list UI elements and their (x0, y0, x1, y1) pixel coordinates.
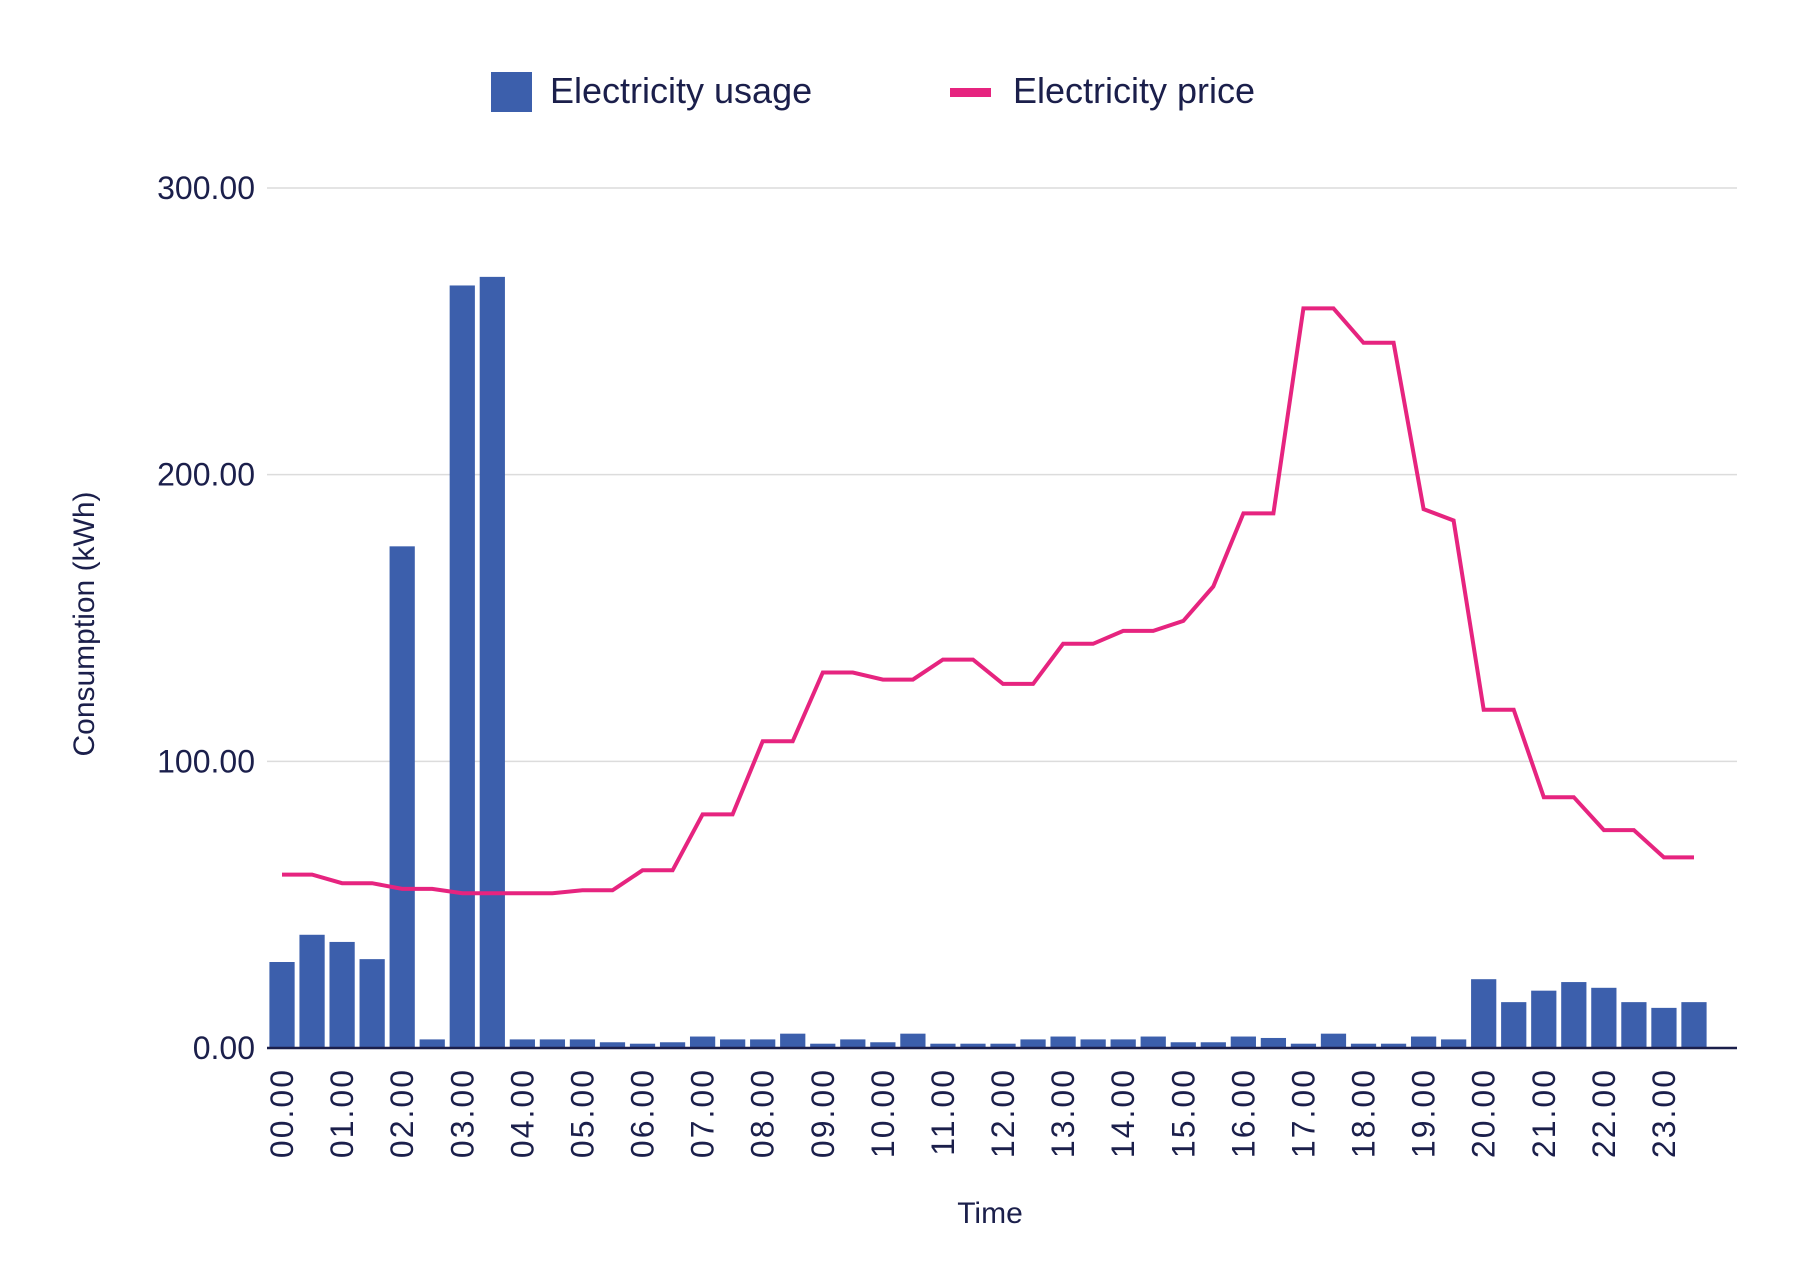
usage-bar (569, 1039, 596, 1048)
x-tick-label: 13.00 (1045, 1068, 1081, 1158)
x-tick-label: 23.00 (1646, 1068, 1682, 1158)
usage-bar (629, 1043, 656, 1048)
usage-bar (1230, 1036, 1256, 1048)
x-tick-labels: 00.00 01.00 02.00 03.00 04.00 05.00 06.00 07.00… (264, 1068, 1682, 1158)
usage-bars (269, 276, 1707, 1048)
y-tick-label: 100.00 (157, 743, 255, 779)
usage-bar (1561, 982, 1587, 1048)
usage-bar (1410, 1036, 1437, 1048)
y-tick-label: 200.00 (157, 457, 255, 493)
legend-label-price: Electricity price (1013, 70, 1255, 111)
usage-bar (1531, 990, 1557, 1048)
usage-bar (960, 1043, 986, 1048)
usage-bar (599, 1042, 626, 1048)
legend-swatch-usage (491, 72, 532, 112)
x-tick-label: 22.00 (1586, 1068, 1622, 1158)
usage-bar (870, 1042, 896, 1048)
usage-bar (299, 934, 325, 1048)
usage-bar (1020, 1039, 1046, 1048)
usage-bar (659, 1042, 686, 1048)
usage-bar (389, 546, 415, 1048)
usage-bar (1050, 1036, 1076, 1048)
usage-bar (539, 1039, 566, 1048)
usage-bar (1170, 1042, 1196, 1048)
usage-bar (1591, 987, 1617, 1048)
usage-bar (689, 1036, 716, 1048)
x-tick-label: 15.00 (1165, 1068, 1201, 1158)
x-tick-label: 05.00 (564, 1068, 600, 1158)
y-tick-label: 300.00 (157, 170, 255, 206)
price-line (282, 306, 1694, 896)
usage-bar (1290, 1043, 1317, 1048)
x-tick-label: 08.00 (745, 1068, 781, 1158)
legend-label-usage: Electricity usage (550, 70, 812, 111)
usage-bar (1200, 1042, 1226, 1048)
usage-bar (1621, 1002, 1647, 1048)
usage-bar (479, 276, 505, 1048)
usage-bar (449, 285, 475, 1048)
x-tick-label: 14.00 (1105, 1068, 1141, 1158)
y-tick-labels: 0.00 100.00 200.00 300.00 (157, 170, 255, 1066)
usage-bar (1501, 1002, 1527, 1048)
gridlines (267, 187, 1737, 763)
x-tick-label: 16.00 (1225, 1068, 1261, 1158)
usage-bar (1681, 1002, 1707, 1048)
x-tick-label: 07.00 (685, 1068, 721, 1158)
usage-bar (269, 962, 295, 1048)
usage-bar (1080, 1039, 1106, 1048)
usage-bar (1471, 979, 1497, 1048)
usage-bar (930, 1043, 956, 1048)
usage-bar (509, 1039, 535, 1048)
x-tick-label: 21.00 (1526, 1068, 1562, 1158)
usage-bar (1140, 1036, 1166, 1048)
usage-bar (1320, 1033, 1347, 1048)
y-tick-label: 0.00 (193, 1030, 255, 1066)
x-tick-label: 04.00 (504, 1068, 540, 1158)
y-axis-label: Consumption (kWh) (68, 491, 101, 756)
legend: Electricity usage Electricity price (491, 70, 1255, 112)
usage-bar (1651, 1007, 1677, 1048)
x-tick-label: 02.00 (384, 1068, 420, 1158)
x-tick-label: 09.00 (805, 1068, 841, 1158)
x-tick-label: 12.00 (985, 1068, 1021, 1158)
usage-bar (1260, 1037, 1287, 1048)
usage-bar (840, 1039, 866, 1048)
usage-bar (419, 1039, 445, 1048)
usage-bar (1350, 1043, 1377, 1048)
usage-bar (810, 1043, 836, 1048)
usage-bar (990, 1043, 1016, 1048)
x-tick-label: 03.00 (444, 1068, 480, 1158)
x-tick-label: 10.00 (865, 1068, 901, 1158)
x-tick-label: 06.00 (625, 1068, 661, 1158)
usage-bar (1441, 1039, 1467, 1048)
x-tick-label: 19.00 (1406, 1068, 1442, 1158)
x-tick-label: 01.00 (324, 1068, 360, 1158)
usage-bar (329, 941, 355, 1048)
x-axis-label: Time (957, 1197, 1023, 1230)
x-tick-label: 17.00 (1285, 1068, 1321, 1158)
usage-bar (720, 1039, 746, 1048)
usage-bar (359, 959, 385, 1048)
x-tick-label: 00.00 (264, 1068, 300, 1158)
usage-bar (900, 1033, 926, 1048)
x-tick-label: 18.00 (1346, 1068, 1382, 1158)
usage-bar (750, 1039, 776, 1048)
legend-swatch-price (950, 88, 991, 97)
usage-bar (1380, 1043, 1407, 1048)
x-tick-label: 20.00 (1466, 1068, 1502, 1158)
usage-bar (1110, 1039, 1136, 1048)
usage-bar (780, 1033, 806, 1048)
x-tick-label: 11.00 (925, 1068, 961, 1156)
